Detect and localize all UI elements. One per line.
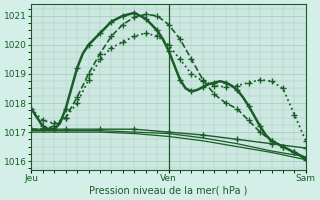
X-axis label: Pression niveau de la mer( hPa ): Pression niveau de la mer( hPa ) — [89, 186, 248, 196]
